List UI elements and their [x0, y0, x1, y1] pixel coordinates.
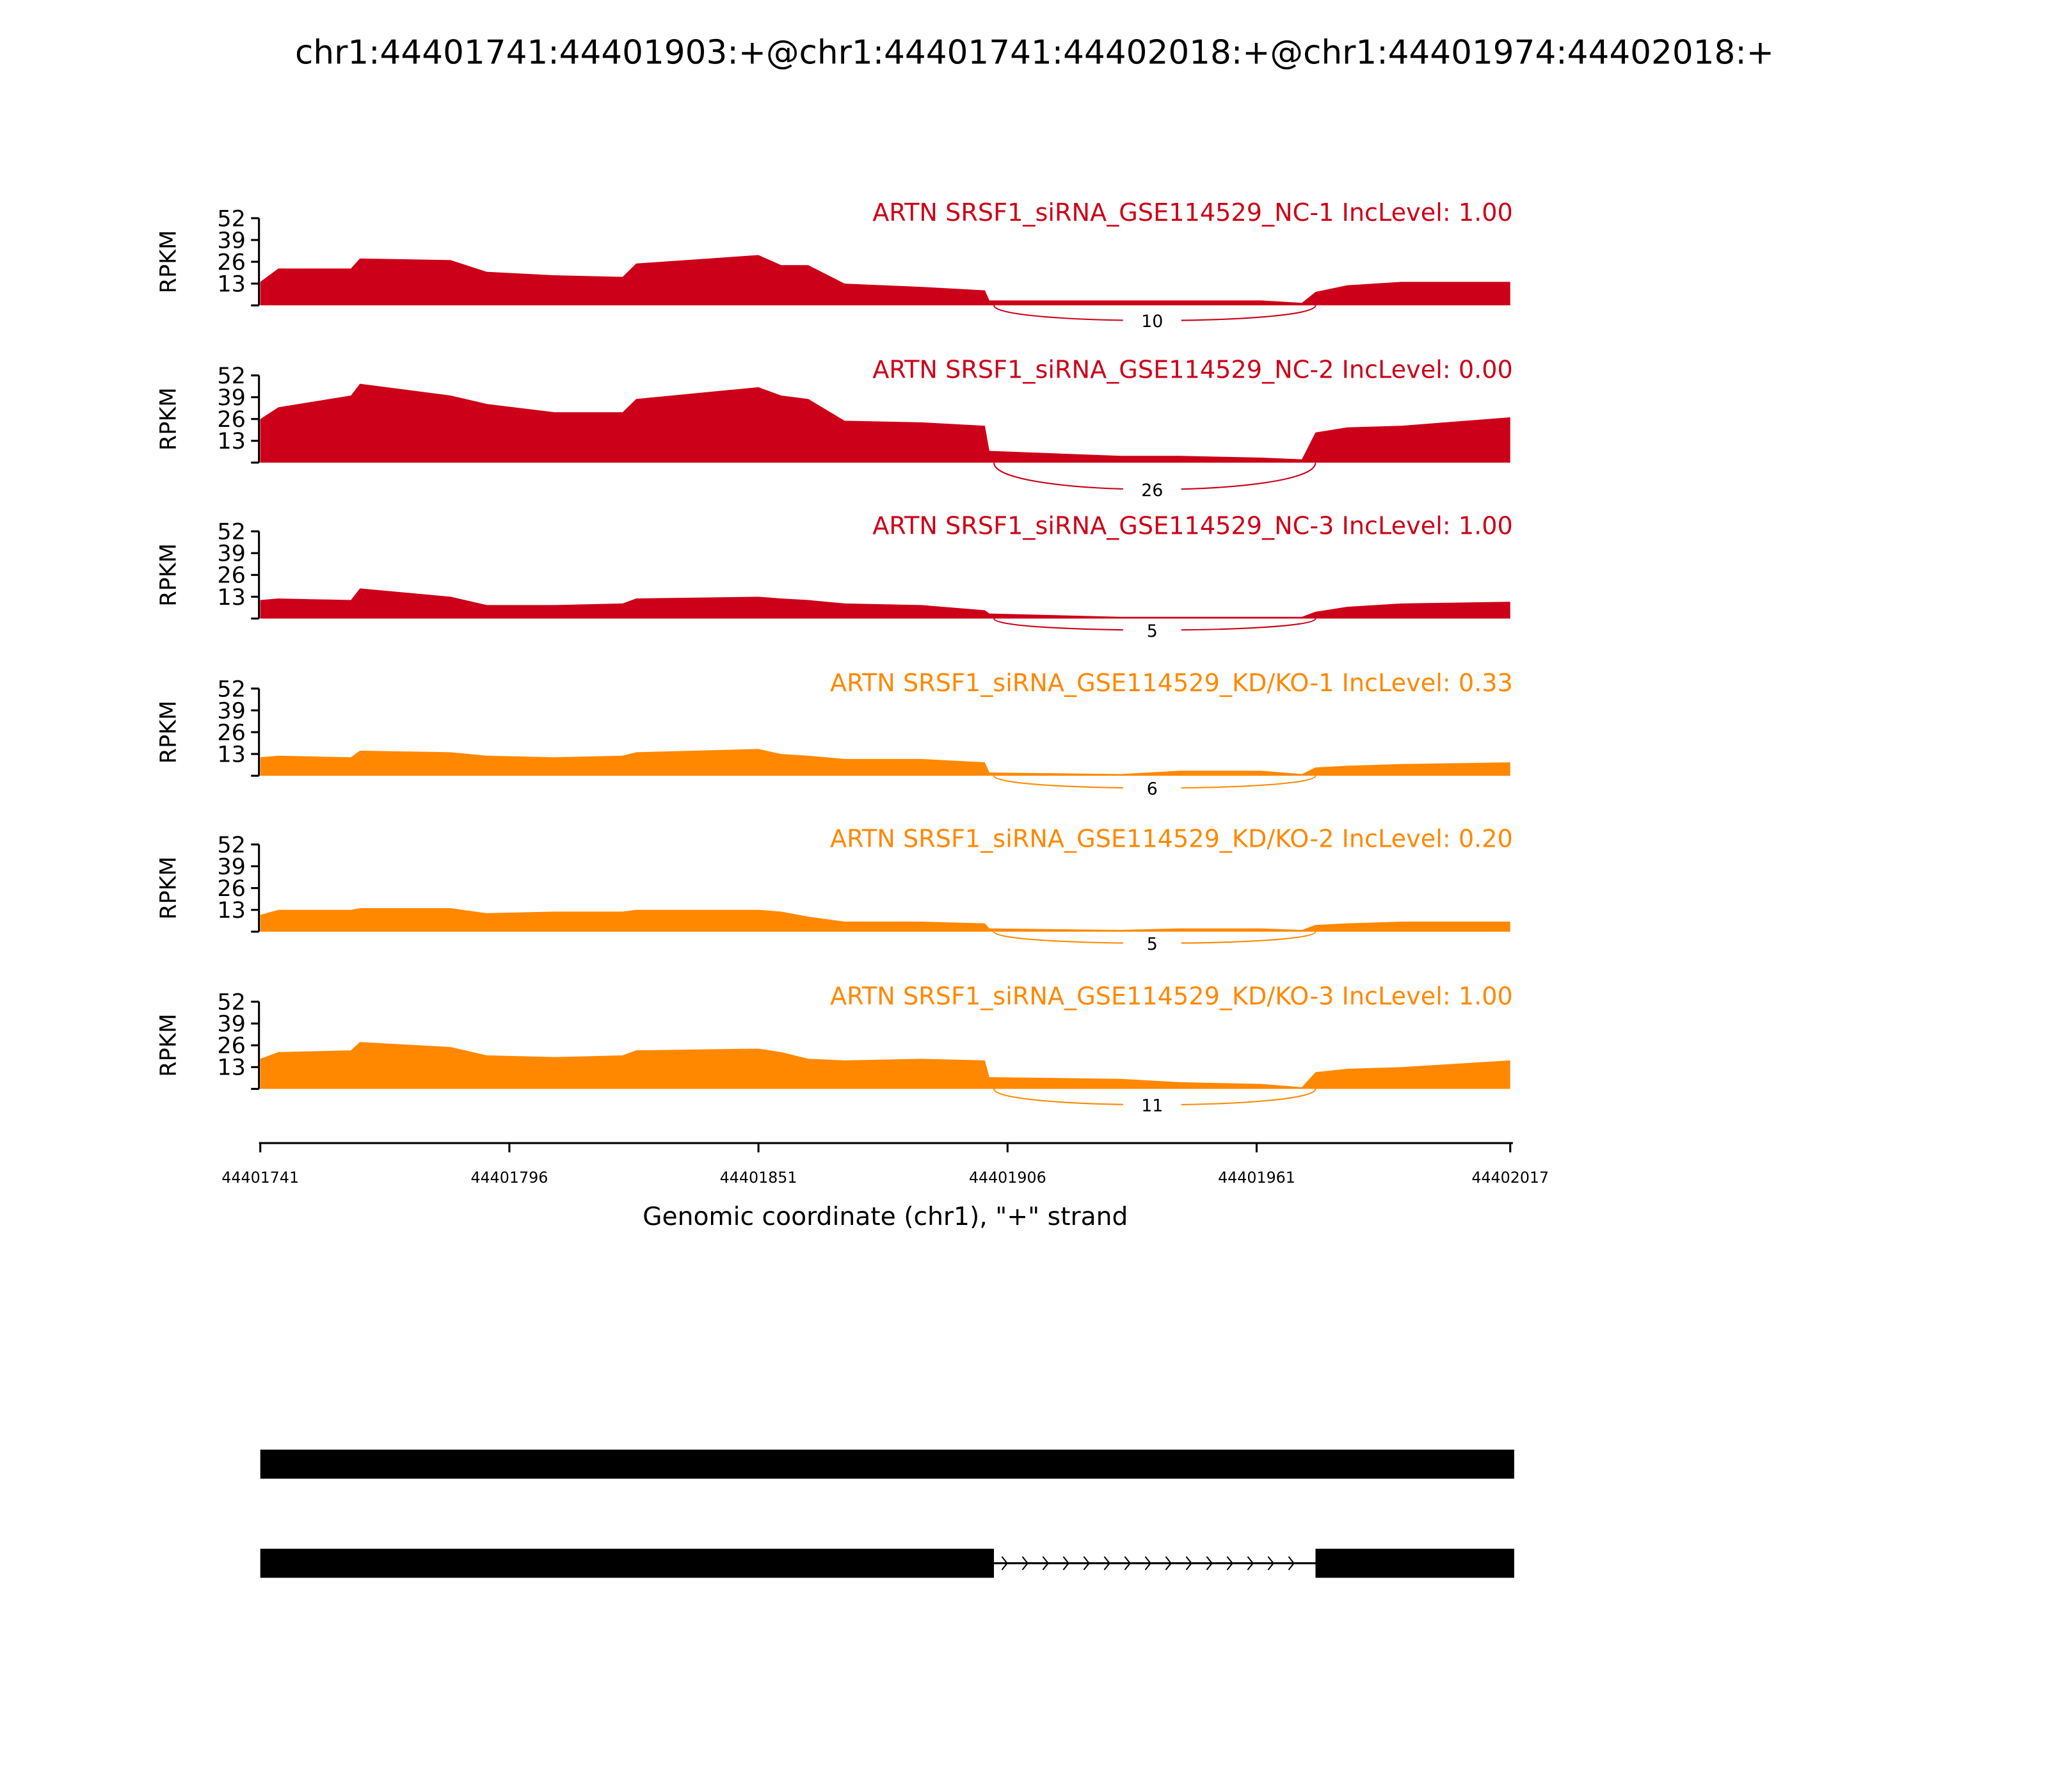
strand-arrow-icon [1226, 1556, 1234, 1571]
strand-arrow-icon [1124, 1556, 1132, 1571]
strand-arrow-icon [1165, 1556, 1172, 1571]
junction-count: 5 [1147, 621, 1158, 641]
junction-count: 10 [1141, 312, 1163, 332]
y-tick-label: 13 [217, 271, 246, 297]
junction-count: 11 [1141, 1096, 1163, 1116]
x-tick-label: 44401961 [1218, 1169, 1295, 1187]
y-axis-label: RPKM [156, 387, 182, 451]
junction-label-bg [1123, 1095, 1181, 1116]
junction-label-bg [1123, 311, 1181, 332]
y-tick-label: 52 [217, 205, 246, 232]
coverage-area [260, 255, 1510, 306]
track-label: ARTN SRSF1_siRNA_GSE114529_KD/KO-2 IncLe… [830, 826, 1513, 854]
track-label: ARTN SRSF1_siRNA_GSE114529_KD/KO-3 IncLe… [830, 982, 1513, 1011]
x-axis-label: Genomic coordinate (chr1), "+" strand [643, 1203, 1128, 1231]
y-tick-label: 13 [217, 428, 246, 454]
coverage-area [260, 749, 1510, 776]
strand-arrow-icon [1083, 1556, 1091, 1571]
strand-arrow-icon [1144, 1556, 1152, 1571]
exon [260, 1450, 1514, 1479]
coverage-area [260, 383, 1510, 463]
y-tick-label: 39 [217, 854, 246, 880]
coverage-area [260, 588, 1510, 619]
y-axis-label: RPKM [156, 1014, 182, 1077]
y-tick-label: 39 [217, 1011, 246, 1037]
x-tick-label: 44401851 [720, 1169, 797, 1187]
transcript [260, 1450, 1514, 1479]
coverage-area [260, 908, 1510, 932]
y-tick-label: 52 [217, 832, 246, 858]
y-tick-label: 13 [217, 1055, 246, 1081]
exon [260, 1548, 995, 1578]
junction-count: 5 [1147, 934, 1158, 954]
strand-arrow-icon [1267, 1556, 1275, 1571]
strand-arrow-icon [1247, 1556, 1254, 1571]
y-tick-label: 26 [217, 876, 246, 902]
y-tick-label: 52 [217, 676, 246, 702]
chart-title: chr1:44401741:44401903:+@chr1:44401741:4… [295, 33, 1774, 72]
strand-arrow-icon [1001, 1556, 1009, 1571]
junction-count: 26 [1141, 481, 1163, 500]
y-axis-label: RPKM [156, 230, 182, 294]
junction-label-bg [1123, 934, 1181, 954]
track-label: ARTN SRSF1_siRNA_GSE114529_NC-3 IncLevel… [872, 512, 1513, 540]
y-tick-label: 26 [217, 249, 246, 275]
y-tick-label: 52 [217, 519, 246, 545]
y-tick-label: 26 [217, 563, 246, 589]
y-tick-label: 26 [217, 719, 246, 746]
strand-arrow-icon [1103, 1556, 1111, 1571]
y-axis-label: RPKM [156, 543, 182, 607]
strand-arrow-icon [1185, 1556, 1193, 1571]
x-tick-label: 44402017 [1471, 1169, 1549, 1187]
strand-arrow-icon [1021, 1556, 1029, 1571]
coverage-area [260, 1042, 1510, 1089]
transcript [260, 1548, 1514, 1578]
junction-count: 6 [1147, 780, 1158, 799]
y-tick-label: 39 [217, 385, 246, 411]
x-tick-label: 44401796 [470, 1169, 548, 1187]
y-tick-label: 13 [217, 741, 246, 767]
y-axis-label: RPKM [156, 701, 182, 764]
y-tick-label: 52 [217, 363, 246, 389]
junction-label-bg [1123, 621, 1181, 641]
junction-label-bg [1123, 778, 1181, 799]
y-tick-label: 52 [217, 989, 246, 1016]
y-axis-label: RPKM [156, 856, 182, 920]
y-tick-label: 39 [217, 698, 246, 724]
junction-label-bg [1123, 480, 1181, 500]
exon [1315, 1548, 1514, 1578]
x-tick-label: 44401741 [221, 1169, 299, 1187]
strand-arrow-icon [1062, 1556, 1070, 1571]
y-tick-label: 26 [217, 406, 246, 433]
gene-model [260, 1450, 1514, 1578]
y-tick-label: 13 [217, 897, 246, 924]
y-tick-label: 13 [217, 584, 246, 611]
strand-arrow-icon [1042, 1556, 1050, 1571]
strand-arrow-icon [1206, 1556, 1213, 1571]
strand-arrow-icon [1288, 1556, 1295, 1571]
track-label: ARTN SRSF1_siRNA_GSE114529_NC-2 IncLevel… [872, 356, 1513, 385]
x-tick-label: 44401906 [969, 1169, 1046, 1187]
y-tick-label: 39 [217, 541, 246, 567]
y-tick-label: 39 [217, 227, 246, 253]
track-label: ARTN SRSF1_siRNA_GSE114529_KD/KO-1 IncLe… [830, 669, 1513, 698]
y-tick-label: 26 [217, 1033, 246, 1059]
track-label: ARTN SRSF1_siRNA_GSE114529_NC-1 IncLevel… [872, 199, 1513, 227]
x-axis: 44401741 44401796 44401851 44401906 44401961… [221, 1142, 1549, 1231]
